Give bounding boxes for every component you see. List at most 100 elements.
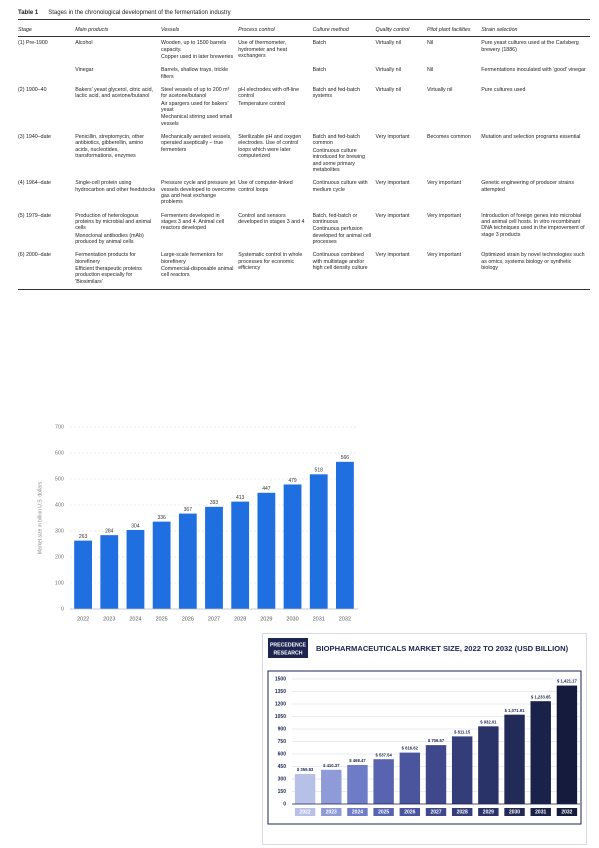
table-caption: Table 1 Stages in the chronological devel… bbox=[18, 10, 590, 20]
table-cell: Becomes common bbox=[426, 134, 471, 141]
bar bbox=[74, 540, 92, 609]
bar bbox=[336, 461, 354, 609]
bar-chart: 0 100 200 300 400 500 600 700 Market size in bil… bbox=[37, 424, 358, 622]
value-label: $ 811.15 bbox=[454, 730, 471, 735]
table-cell: (3) 1940–date bbox=[18, 134, 51, 141]
category-box bbox=[451, 808, 473, 816]
bar bbox=[283, 484, 302, 609]
category-box bbox=[530, 808, 551, 816]
bar bbox=[294, 774, 316, 804]
column-header: Vessels bbox=[160, 26, 239, 38]
y-tick-label: 750 bbox=[278, 739, 287, 745]
cell-line: Batch, fed-batch or continuous bbox=[312, 212, 358, 225]
bar bbox=[205, 506, 223, 609]
y-tick-label: 600 bbox=[278, 751, 287, 757]
table-row: (5) 1979–date Production of heterologous … bbox=[18, 210, 590, 250]
table-cell: Fermenters developed in stages 3 and 4. … bbox=[160, 212, 224, 232]
table-cell: Mutation and selection programs essentia… bbox=[481, 134, 581, 141]
cell-line: Monoclonal antibodies (mAb) produced by … bbox=[75, 232, 144, 245]
table-cell: Batch bbox=[312, 67, 327, 74]
x-tick-label: 2026 bbox=[182, 616, 194, 622]
x-tick-label: 2027 bbox=[208, 616, 220, 622]
cell-line: Copper used in later breweries bbox=[160, 54, 234, 61]
value-label: 393 bbox=[210, 500, 219, 506]
y-tick-label: 200 bbox=[55, 554, 64, 560]
table-cell: Production of heterologous proteins by m… bbox=[75, 210, 161, 250]
bar bbox=[231, 501, 250, 609]
table-cell: Very important bbox=[426, 249, 482, 291]
table-block: Table 1 Stages in the chronological devel… bbox=[18, 10, 590, 291]
x-tick-label: 2024 bbox=[352, 810, 363, 816]
table-cell: Use of thermometer, hydrometer and heat … bbox=[238, 40, 288, 60]
bar bbox=[309, 474, 328, 609]
x-tick-label: 2022 bbox=[300, 810, 311, 816]
table-cell: Virtually nil bbox=[375, 40, 401, 47]
value-label: $ 410.37 bbox=[323, 763, 340, 768]
value-label: $ 468.47 bbox=[349, 758, 366, 763]
bar bbox=[399, 752, 421, 804]
column-header: Culture method bbox=[312, 26, 376, 38]
table-cell: Sterilizable pH and oxygen electrodes. U… bbox=[238, 134, 302, 160]
table-cell: Batch and fed-batch common Continuous cul… bbox=[313, 131, 376, 177]
plot-panel bbox=[267, 670, 582, 825]
bar bbox=[425, 745, 447, 804]
value-label: $ 537.54 bbox=[375, 752, 392, 757]
bar bbox=[178, 513, 197, 609]
table-cell: Introduction of foreign genes into micro… bbox=[481, 212, 585, 238]
x-tick-label: 2027 bbox=[430, 810, 441, 816]
x-tick-label: 2025 bbox=[156, 616, 168, 622]
table-cell: Alcohol bbox=[75, 40, 93, 47]
table-cell: Batch, fed-batch or continuous Continuous… bbox=[313, 210, 376, 250]
x-tick-label: 2028 bbox=[457, 810, 468, 816]
category-box bbox=[373, 808, 394, 816]
table-cell: Large-scale fermentors for biorefinery Co… bbox=[160, 249, 239, 291]
table-cell: Wooden, up to 1500 barrels capacity. Copp… bbox=[161, 37, 238, 65]
table-cell: Mechanically aerated vessels, operated a… bbox=[160, 134, 232, 153]
table-cell bbox=[18, 64, 75, 84]
cell-line: Temperature control bbox=[238, 100, 286, 107]
category-box bbox=[504, 808, 525, 816]
bar bbox=[126, 529, 145, 609]
x-tick-label: 2030 bbox=[286, 616, 298, 622]
bar bbox=[451, 736, 473, 804]
table-row: (1) Pre-1900 Alcohol Wooden, up to 1500 ba… bbox=[18, 37, 590, 65]
bar bbox=[530, 701, 551, 804]
table-cell: Pressure cycle and pressure jet vessels … bbox=[160, 180, 236, 206]
table-cell: Very important bbox=[426, 212, 462, 219]
x-tick-label: 2026 bbox=[404, 810, 415, 816]
x-tick-label: 2032 bbox=[339, 616, 351, 622]
table-cell bbox=[238, 64, 312, 84]
x-tick-label: 2031 bbox=[535, 810, 546, 816]
cell-line: Continuous perfusion developed for anima… bbox=[312, 226, 372, 245]
y-tick-label: 100 bbox=[55, 580, 64, 586]
table-cell: Pure cultures used bbox=[481, 87, 526, 94]
table-cell: Systematic control in whole processes fo… bbox=[238, 249, 313, 291]
column-header: Pilot plant facilities bbox=[426, 26, 482, 38]
cell-line: Commercial-disposable animal cell reacto… bbox=[160, 265, 234, 279]
table-cell: Vinegar bbox=[75, 67, 94, 74]
bar-chart: PRECEDENCE RESEARCH BIOPHARMACEUTICALS MAR… bbox=[262, 633, 587, 845]
table-cell: Very important bbox=[375, 134, 410, 141]
category-box bbox=[294, 808, 316, 816]
category-box bbox=[347, 808, 368, 816]
table-cell: Very important bbox=[375, 212, 410, 219]
table-cell: Fermentation products for biorefinery Eff… bbox=[75, 249, 161, 291]
table-row: (6) 2000–date Fermentation products for b… bbox=[18, 249, 590, 291]
x-tick-label: 2023 bbox=[103, 616, 115, 622]
y-tick-label: 1200 bbox=[275, 701, 286, 707]
value-label: $ 932.01 bbox=[480, 719, 497, 724]
x-tick-label: 2022 bbox=[77, 616, 89, 622]
table-cell: (4) 1964–date bbox=[18, 180, 51, 187]
value-label: 336 bbox=[157, 515, 166, 521]
column-header: Quality control bbox=[375, 26, 427, 38]
table-cell: Penicillin, streptomycin, other antibiot… bbox=[75, 134, 145, 160]
cell-line: Efficient therapeutic proteins productio… bbox=[75, 265, 142, 285]
table-cell: Batch bbox=[312, 40, 327, 47]
table-cell: Use of computer-linked control loops bbox=[238, 180, 293, 193]
x-tick-label: 2031 bbox=[313, 616, 325, 622]
bar bbox=[257, 492, 276, 609]
y-tick-label: 1500 bbox=[275, 676, 286, 682]
table-cell: Batch and fed-batch systems bbox=[312, 87, 360, 100]
x-tick-label: 2029 bbox=[483, 810, 494, 816]
